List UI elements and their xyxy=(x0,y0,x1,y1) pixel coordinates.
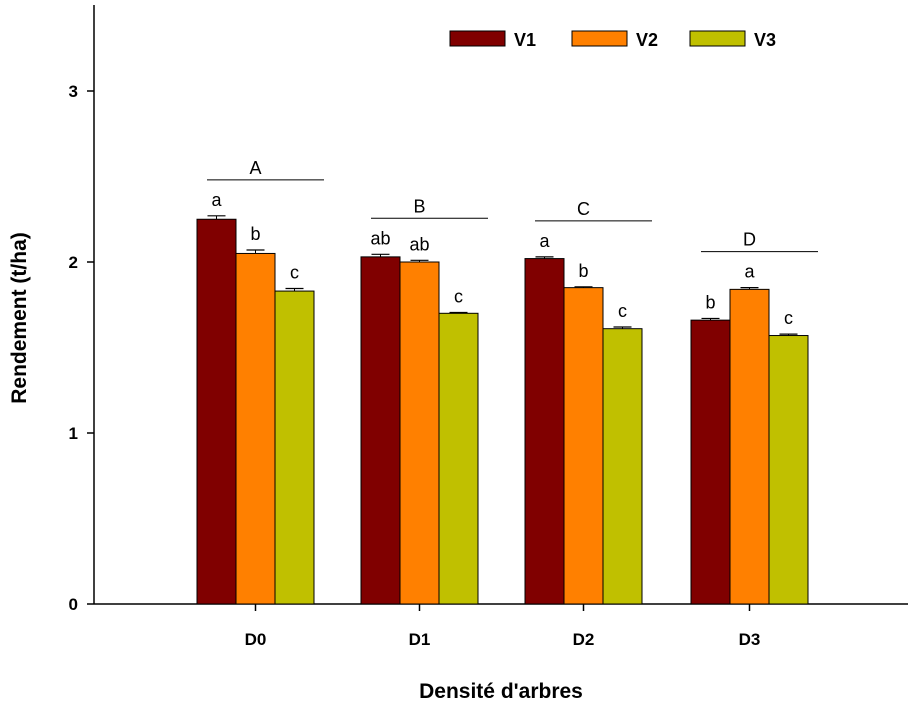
legend-swatch-V3 xyxy=(689,30,746,47)
legend-swatch-V2 xyxy=(571,30,628,47)
significance-letter: b xyxy=(705,292,715,312)
y-tick-label: 3 xyxy=(69,82,78,101)
bar-V1-D0 xyxy=(196,218,237,605)
significance-letter: c xyxy=(454,286,463,306)
bar-V2-D2 xyxy=(563,287,604,605)
bar-V3-D3 xyxy=(768,335,809,605)
significance-letter: b xyxy=(250,224,260,244)
x-axis-title: Densité d'arbres xyxy=(419,680,583,703)
significance-letter: c xyxy=(290,263,299,283)
significance-letter: c xyxy=(618,301,627,321)
significance-letter: a xyxy=(539,231,550,251)
bar-V2-D3 xyxy=(729,288,770,605)
legend: V1 V2 V3 xyxy=(449,30,776,50)
bar-V3-D1 xyxy=(438,312,479,605)
legend-label-V3: V3 xyxy=(754,30,776,50)
x-tick-label: D2 xyxy=(573,630,595,649)
bar-V1-D3 xyxy=(690,319,731,605)
y-tick-label: 2 xyxy=(69,253,78,272)
bar-V2-D0 xyxy=(235,252,276,605)
legend-label-V2: V2 xyxy=(636,30,658,50)
bars xyxy=(196,215,809,605)
x-tick-label: D0 xyxy=(245,630,267,649)
group-letter: D xyxy=(743,230,756,250)
bar-V1-D2 xyxy=(524,258,565,605)
bar-V1-D1 xyxy=(360,256,401,605)
x-ticks: D0 D1 D2 D3 xyxy=(245,604,761,649)
x-tick-label: D3 xyxy=(739,630,761,649)
y-tick-label: 0 xyxy=(69,595,78,614)
group-letter: A xyxy=(249,158,261,178)
significance-letter: ab xyxy=(370,228,390,248)
y-ticks: 0 1 2 3 xyxy=(69,82,94,614)
y-axis-title: Rendement (t/ha) xyxy=(8,232,31,404)
significance-letter: b xyxy=(578,261,588,281)
legend-swatch-V1 xyxy=(449,30,506,47)
x-tick-label: D1 xyxy=(409,630,431,649)
group-letters: A B C D xyxy=(207,158,818,253)
group-letter: C xyxy=(577,199,590,219)
group-letter: B xyxy=(413,196,425,216)
bar-V3-D0 xyxy=(274,290,315,605)
bar-V3-D2 xyxy=(602,328,643,605)
bar-V2-D1 xyxy=(399,261,440,605)
legend-label-V1: V1 xyxy=(514,30,536,50)
significance-letter: c xyxy=(784,308,793,328)
significance-letter: ab xyxy=(409,234,429,254)
y-tick-label: 1 xyxy=(69,424,78,443)
significance-letter: a xyxy=(744,262,755,282)
significance-letter: a xyxy=(211,190,222,210)
